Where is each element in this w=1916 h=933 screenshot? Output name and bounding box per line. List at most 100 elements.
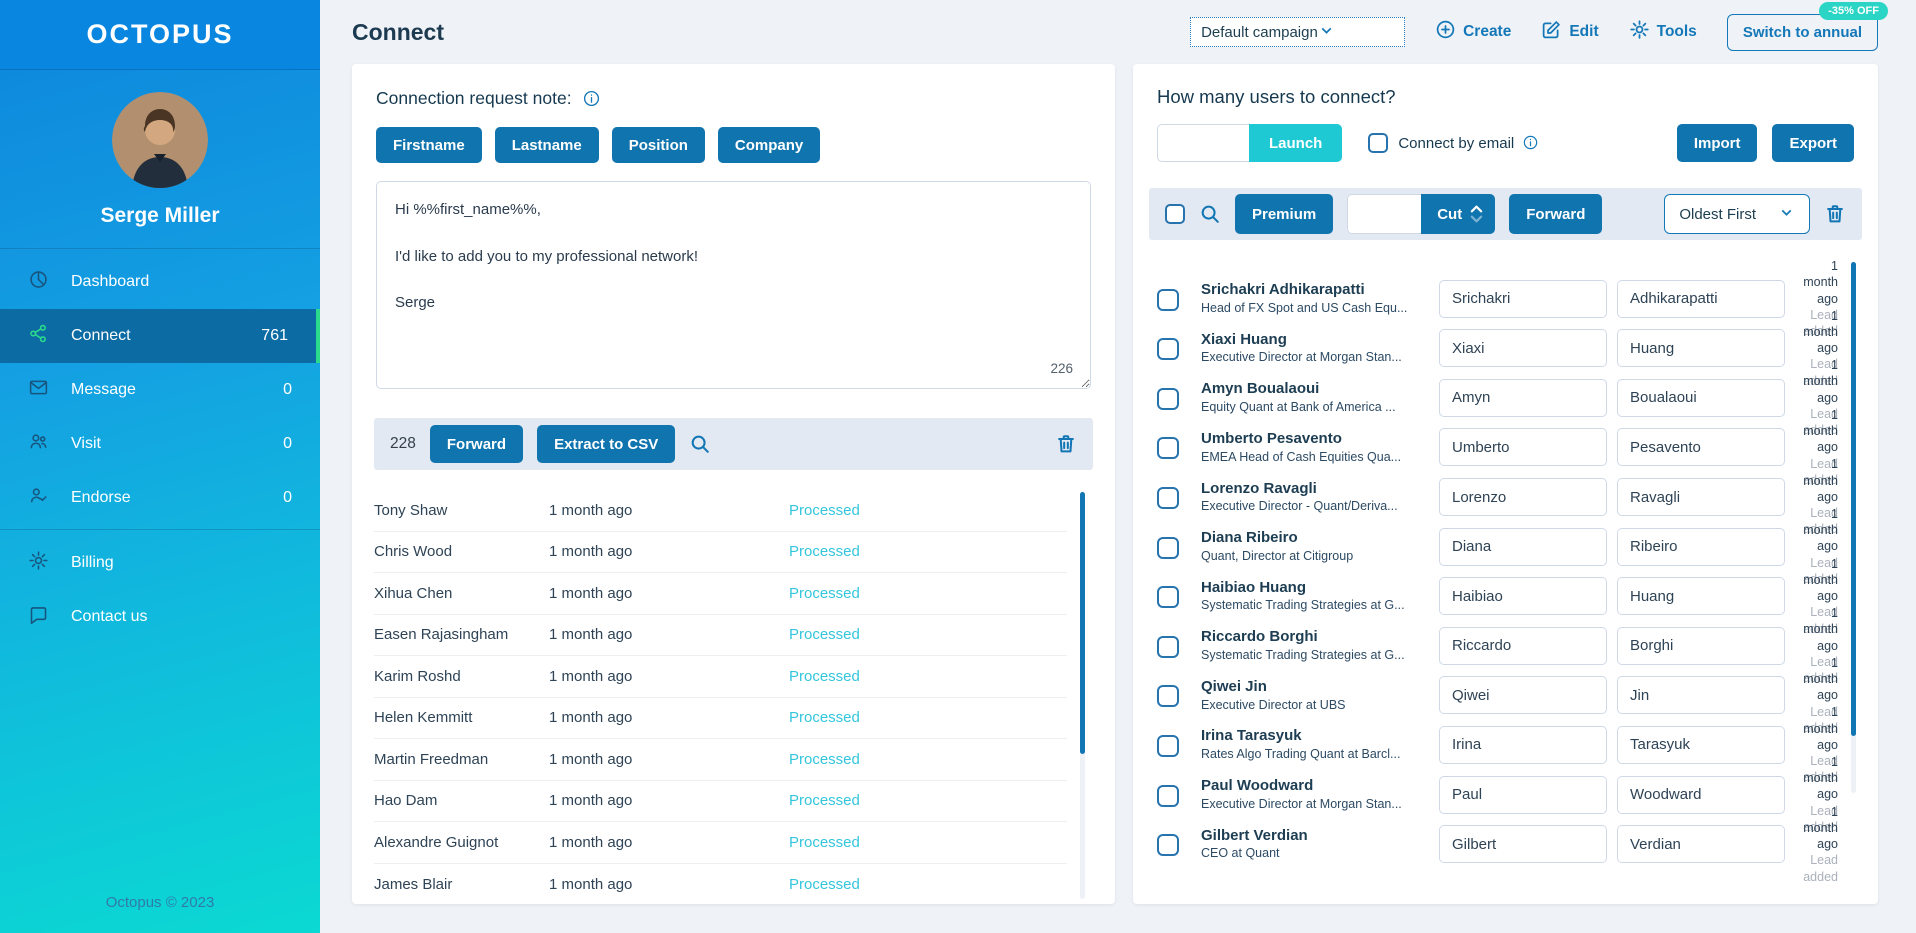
sort-select[interactable]: Oldest First (1664, 194, 1810, 234)
lead-checkbox[interactable] (1157, 437, 1179, 460)
sidebar-item-endorse[interactable]: Endorse 0 (0, 471, 320, 525)
lead-checkbox[interactable] (1157, 635, 1179, 658)
lead-firstname-input[interactable] (1439, 825, 1607, 864)
lead-row[interactable]: Riccardo Borghi Systematic Trading Strat… (1157, 605, 1838, 685)
processed-row[interactable]: Karim Roshd 1 month ago Processed (374, 656, 1067, 698)
lead-checkbox[interactable] (1157, 784, 1179, 807)
sidebar-item-message[interactable]: Message 0 (0, 363, 320, 417)
trash-icon[interactable] (1055, 433, 1077, 455)
select-all-checkbox[interactable] (1165, 204, 1185, 224)
search-icon[interactable] (1199, 203, 1221, 225)
lead-lastname-input[interactable] (1617, 428, 1785, 467)
launch-button[interactable]: Launch (1249, 124, 1343, 162)
lead-row[interactable]: Diana Ribeiro Quant, Director at Citigro… (1157, 506, 1838, 586)
scrollbar-thumb[interactable] (1080, 492, 1085, 754)
processed-row[interactable]: Helen Kemmitt 1 month ago Processed (374, 698, 1067, 739)
lead-lastname-input[interactable] (1617, 329, 1785, 368)
cut-button[interactable]: Cut (1421, 194, 1496, 234)
processed-row[interactable]: Easen Rajasingham 1 month ago Processed (374, 615, 1067, 656)
lead-checkbox[interactable] (1157, 487, 1179, 509)
lead-row[interactable]: Lorenzo Ravagli Executive Director - Qua… (1157, 456, 1838, 536)
sidebar-item-billing[interactable]: Billing (0, 536, 320, 590)
lead-checkbox[interactable] (1157, 536, 1179, 559)
tools-button[interactable]: Tools (1629, 19, 1697, 45)
export-button[interactable]: Export (1772, 124, 1854, 162)
lead-lastname-input[interactable] (1617, 279, 1785, 318)
cut-count-input[interactable] (1347, 194, 1422, 234)
lead-checkbox[interactable] (1157, 586, 1179, 609)
lead-checkbox[interactable] (1157, 834, 1179, 857)
lead-firstname-input[interactable] (1439, 527, 1607, 566)
users-count-input[interactable] (1157, 124, 1249, 162)
lead-lastname-input[interactable] (1617, 775, 1785, 814)
lead-firstname-input[interactable] (1439, 329, 1607, 368)
forward-button[interactable]: Forward (1509, 194, 1603, 234)
info-icon[interactable] (582, 89, 601, 108)
switch-to-annual-button[interactable]: Switch to annual (1726, 13, 1878, 51)
lead-checkbox[interactable] (1157, 288, 1179, 311)
lead-lastname-input[interactable] (1617, 626, 1785, 665)
token-firstname-button[interactable]: Firstname (376, 127, 482, 163)
lead-firstname-input[interactable] (1439, 626, 1607, 665)
processed-row[interactable]: Alexandre Guignot 1 month ago Processed (374, 822, 1067, 864)
lead-row[interactable]: Irina Tarasyuk Rates Algo Trading Quant … (1157, 704, 1838, 784)
note-textarea[interactable]: Hi %%first_name%%, I'd like to add you t… (376, 181, 1091, 389)
lead-lastname-input[interactable] (1617, 378, 1785, 417)
sidebar-item-connect[interactable]: Connect 761 (0, 309, 320, 363)
lead-name: Lorenzo Ravagli (1201, 479, 1317, 497)
lead-row[interactable]: Xiaxi Huang Executive Director at Morgan… (1157, 308, 1838, 388)
processed-row[interactable]: James Blair 1 month ago Processed (374, 864, 1067, 906)
token-lastname-button[interactable]: Lastname (494, 127, 599, 163)
extract-csv-button[interactable]: Extract to CSV (537, 425, 676, 463)
lead-row[interactable]: Paul Woodward Executive Director at Morg… (1157, 754, 1838, 834)
premium-button[interactable]: Premium (1235, 194, 1334, 234)
processed-row[interactable]: Xihua Chen 1 month ago Processed (374, 573, 1067, 615)
token-position-button[interactable]: Position (611, 127, 705, 163)
lead-checkbox[interactable] (1157, 734, 1179, 757)
lead-firstname-input[interactable] (1439, 676, 1607, 715)
lead-lastname-input[interactable] (1617, 527, 1785, 566)
lead-lastname-input[interactable] (1617, 676, 1785, 715)
lead-row[interactable]: Haibiao Huang Systematic Trading Strateg… (1157, 556, 1838, 636)
processed-row[interactable]: Martin Freedman 1 month ago Processed (374, 739, 1067, 781)
scrollbar-thumb[interactable] (1851, 262, 1856, 736)
lead-firstname-input[interactable] (1439, 725, 1607, 764)
connect-by-email-checkbox[interactable] (1368, 133, 1389, 153)
avatar[interactable] (112, 92, 208, 188)
lead-firstname-input[interactable] (1439, 428, 1607, 467)
lead-firstname-input[interactable] (1439, 378, 1607, 417)
campaign-select[interactable]: Default campaign (1190, 17, 1406, 47)
lead-checkbox[interactable] (1157, 685, 1179, 708)
import-button[interactable]: Import (1676, 124, 1758, 162)
gear-icon (1629, 19, 1650, 45)
processed-row[interactable]: Tony Shaw 1 month ago Processed (374, 490, 1067, 532)
lead-row[interactable]: Gilbert Verdian CEO at Quant 1 month ago… (1157, 804, 1838, 884)
lead-row[interactable]: Srichakri Adhikarapatti Head of FX Spot … (1157, 258, 1838, 338)
lead-firstname-input[interactable] (1439, 478, 1607, 516)
stepper-arrows[interactable] (1470, 205, 1483, 223)
processed-row[interactable]: Hao Dam 1 month ago Processed (374, 781, 1067, 822)
info-icon[interactable] (1522, 134, 1541, 153)
sidebar-item-contact-us[interactable]: Contact us (0, 590, 320, 644)
token-company-button[interactable]: Company (717, 127, 821, 163)
lead-checkbox[interactable] (1157, 387, 1179, 410)
trash-icon[interactable] (1824, 203, 1846, 225)
create-button[interactable]: Create (1435, 19, 1511, 45)
lead-lastname-input[interactable] (1617, 577, 1785, 616)
processed-row[interactable]: Chris Wood 1 month ago Processed (374, 532, 1067, 573)
lead-firstname-input[interactable] (1439, 279, 1607, 318)
sidebar-item-visit[interactable]: Visit 0 (0, 417, 320, 471)
lead-checkbox[interactable] (1157, 338, 1179, 361)
lead-lastname-input[interactable] (1617, 725, 1785, 764)
search-icon[interactable] (689, 433, 711, 455)
lead-row[interactable]: Amyn Boualaoui Equity Quant at Bank of A… (1157, 357, 1838, 437)
edit-button[interactable]: Edit (1541, 19, 1599, 45)
lead-firstname-input[interactable] (1439, 775, 1607, 814)
lead-row[interactable]: Qiwei Jin Executive Director at UBS 1 mo… (1157, 655, 1838, 735)
forward-button[interactable]: Forward (429, 425, 524, 463)
lead-firstname-input[interactable] (1439, 577, 1607, 616)
sidebar-item-dashboard[interactable]: Dashboard (0, 255, 320, 309)
lead-lastname-input[interactable] (1617, 825, 1785, 864)
lead-lastname-input[interactable] (1617, 478, 1785, 516)
lead-row[interactable]: Umberto Pesavento EMEA Head of Cash Equi… (1157, 407, 1838, 487)
